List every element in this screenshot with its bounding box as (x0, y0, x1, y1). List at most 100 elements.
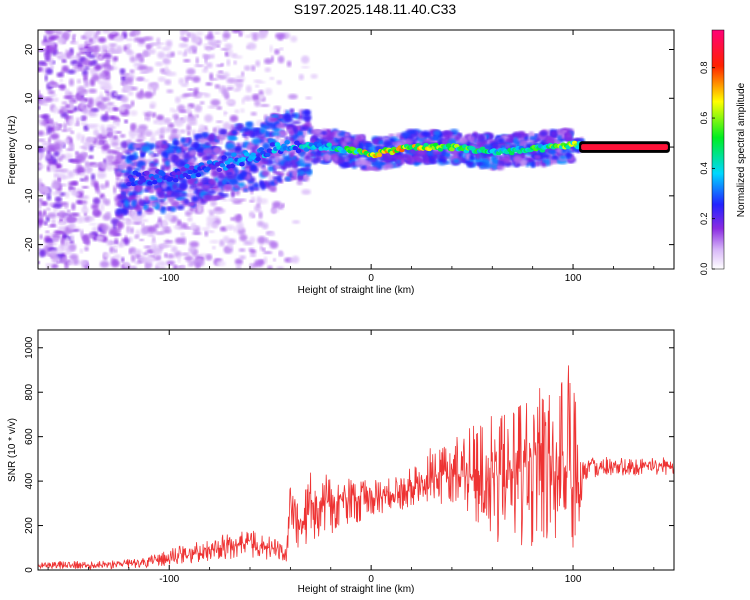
noise-blob (68, 181, 78, 186)
band-blob (299, 170, 305, 176)
band-blob (206, 189, 217, 195)
band-blob (405, 139, 413, 146)
noise-blob (287, 93, 298, 100)
band-blob (429, 157, 436, 165)
band-blob (420, 130, 431, 137)
noise-blob (279, 47, 284, 51)
noise-blob (91, 203, 100, 210)
noise-blob (108, 43, 118, 47)
noise-blob (123, 237, 130, 246)
noise-blob (68, 110, 73, 114)
noise-blob (77, 93, 82, 101)
noise-blob (72, 258, 80, 266)
noise-blob (145, 132, 153, 137)
noise-blob (104, 180, 110, 188)
noise-blob (161, 72, 167, 75)
noise-blob (96, 171, 107, 179)
noise-blob (71, 202, 76, 211)
band-blob (438, 158, 447, 162)
band-blob (503, 156, 511, 163)
noise-blob (112, 150, 120, 155)
noise-blob (125, 77, 134, 84)
noise-blob (156, 222, 163, 225)
spectrogram-xtick-label: -100 (159, 273, 179, 284)
band-blob (183, 152, 192, 161)
noise-blob (300, 55, 310, 64)
noise-blob (42, 113, 50, 121)
noise-blob (134, 128, 145, 133)
noise-blob (94, 182, 99, 190)
noise-blob (222, 122, 231, 131)
noise-blob (45, 232, 53, 236)
band-blob (289, 108, 295, 114)
noise-blob (43, 101, 49, 106)
noise-blob (187, 116, 198, 122)
noise-blob (194, 64, 205, 68)
noise-blob (53, 150, 60, 157)
noise-blob (214, 83, 221, 89)
band-blob (541, 154, 551, 159)
band-blob (207, 135, 215, 142)
noise-blob (210, 77, 219, 81)
band-blob (121, 155, 128, 159)
noise-blob (79, 145, 86, 149)
spectrogram-ytick-label: -10 (24, 188, 35, 203)
noise-blob (186, 32, 191, 38)
ridge-blob (295, 148, 302, 154)
band-blob (383, 139, 393, 147)
noise-blob (234, 258, 244, 265)
noise-blob (201, 227, 211, 231)
band-blob (233, 184, 240, 190)
ridge-blob (239, 161, 245, 167)
band-blob (346, 154, 356, 159)
noise-blob (59, 192, 66, 197)
noise-blob (83, 140, 93, 148)
noise-blob (210, 99, 221, 107)
band-blob (149, 189, 154, 194)
noise-blob (216, 106, 223, 110)
band-blob (318, 133, 324, 139)
noise-blob (226, 77, 237, 84)
noise-blob (153, 119, 159, 125)
noise-blob (76, 118, 80, 126)
ridge-blob (376, 152, 383, 158)
noise-blob (59, 77, 63, 83)
noise-blob (248, 210, 255, 219)
band-blob (191, 195, 199, 202)
band-blob (307, 153, 315, 157)
ridge-blob (229, 163, 236, 169)
noise-blob (179, 129, 186, 134)
noise-blob (94, 64, 103, 71)
noise-blob (54, 196, 63, 203)
noise-blob (65, 192, 70, 199)
noise-blob (46, 207, 51, 211)
noise-blob (52, 236, 60, 242)
band-blob (355, 160, 363, 166)
band-blob (475, 152, 481, 160)
noise-blob (161, 46, 171, 52)
noise-blob (206, 62, 213, 69)
noise-blob (147, 111, 153, 115)
noise-blob (199, 101, 205, 105)
band-blob (413, 154, 422, 162)
noise-blob (205, 82, 213, 86)
band-blob (298, 174, 303, 182)
band-blob (513, 137, 519, 145)
noise-blob (264, 87, 273, 96)
band-blob (277, 174, 283, 183)
band-blob (522, 134, 527, 138)
noise-blob (68, 142, 75, 151)
noise-blob (143, 245, 153, 249)
ridge-blob (126, 182, 132, 187)
band-blob (274, 164, 281, 169)
noise-blob (57, 226, 66, 231)
noise-blob (59, 218, 63, 223)
band-blob (172, 183, 178, 190)
ridge-blob (255, 156, 261, 162)
noise-blob (181, 119, 186, 124)
noise-blob (243, 95, 253, 102)
band-blob (182, 143, 190, 147)
noise-blob (49, 164, 56, 172)
band-blob (175, 149, 182, 154)
band-blob (565, 151, 572, 159)
